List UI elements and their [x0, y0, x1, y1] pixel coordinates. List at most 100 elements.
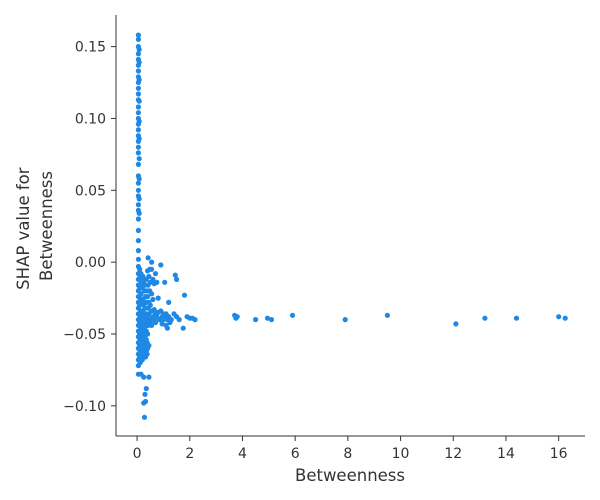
data-point — [150, 276, 156, 282]
data-point — [135, 238, 141, 244]
data-point — [140, 273, 146, 280]
y-axis-ticks: −0.10 −0.05 0.00 0.05 0.10 0.15 — [63, 40, 116, 415]
data-point — [154, 279, 160, 285]
data-point — [135, 256, 141, 262]
data-point — [146, 374, 152, 380]
data-point — [268, 317, 275, 323]
y-axis-title-line-2: Betweenness — [37, 171, 56, 281]
data-point — [150, 296, 156, 303]
data-point — [135, 32, 141, 38]
x-tick-label: 14 — [497, 446, 515, 462]
y-axis-title: SHAP value for Betweenness — [14, 162, 56, 290]
y-axis-title-line-1: SHAP value for — [14, 167, 33, 290]
data-point — [137, 266, 143, 272]
x-tick-label: 0 — [133, 446, 142, 462]
data-point — [253, 317, 259, 323]
x-tick-label: 16 — [550, 446, 568, 462]
data-point — [136, 156, 142, 162]
data-point — [151, 307, 157, 313]
x-tick-label: 10 — [392, 446, 410, 462]
data-point — [135, 180, 141, 186]
data-point — [142, 398, 149, 405]
x-tick-label: 8 — [343, 446, 352, 462]
data-point — [136, 59, 142, 65]
data-point — [135, 85, 141, 91]
data-point — [136, 77, 142, 83]
data-point — [135, 187, 141, 193]
data-point — [141, 374, 147, 380]
data-point — [135, 202, 141, 208]
data-point — [135, 36, 141, 43]
data-point — [562, 315, 568, 321]
data-point — [152, 319, 159, 326]
data-point — [342, 317, 348, 323]
data-point — [166, 299, 172, 305]
data-point — [135, 161, 141, 167]
data-point — [158, 262, 164, 268]
data-point — [136, 176, 142, 182]
data-point — [136, 210, 142, 216]
data-point — [149, 266, 155, 272]
y-tick-label: 0.00 — [75, 255, 106, 271]
y-tick-label: −0.10 — [63, 399, 106, 415]
data-point — [141, 414, 148, 420]
data-point — [180, 325, 186, 331]
data-point — [135, 110, 141, 116]
data-point — [159, 321, 165, 327]
data-point — [482, 315, 488, 321]
data-point — [289, 312, 296, 318]
x-axis-ticks: 0 2 4 6 8 10 12 14 16 — [133, 436, 568, 462]
data-point — [136, 118, 142, 124]
data-point — [174, 276, 180, 282]
data-point — [234, 314, 240, 320]
x-tick-label: 2 — [185, 446, 194, 462]
data-point — [145, 331, 151, 337]
x-tick-label: 6 — [291, 446, 300, 462]
y-tick-label: 0.10 — [75, 111, 106, 127]
data-point — [149, 291, 155, 297]
scatter-points — [135, 32, 568, 420]
data-point — [556, 314, 562, 320]
data-point — [264, 315, 271, 321]
data-point — [155, 295, 161, 301]
data-point — [135, 248, 141, 254]
data-point — [135, 216, 141, 222]
y-tick-label: 0.05 — [75, 183, 106, 199]
data-point — [144, 351, 150, 357]
data-point — [135, 150, 141, 156]
data-point — [135, 144, 141, 150]
data-point — [147, 302, 153, 308]
data-point — [135, 227, 141, 234]
data-point — [453, 321, 459, 327]
data-point — [135, 68, 141, 74]
x-axis-title: Betweenness — [295, 466, 405, 485]
y-tick-label: 0.15 — [75, 40, 106, 56]
data-point — [384, 312, 390, 318]
data-point — [138, 291, 144, 297]
data-point — [136, 136, 142, 142]
data-point — [145, 255, 151, 261]
data-point — [176, 317, 182, 323]
data-point — [172, 272, 178, 278]
y-tick-label: −0.05 — [63, 327, 106, 343]
data-point — [164, 325, 170, 331]
x-tick-label: 12 — [444, 446, 462, 462]
data-point — [168, 317, 174, 323]
data-point — [135, 104, 141, 110]
data-point — [135, 91, 141, 97]
data-point — [143, 386, 149, 392]
data-point — [136, 196, 142, 202]
data-point — [146, 342, 152, 349]
data-point — [135, 127, 141, 133]
data-point — [136, 98, 142, 104]
data-point — [145, 294, 151, 300]
data-point — [181, 292, 188, 298]
data-point — [162, 279, 168, 285]
data-point — [192, 317, 198, 323]
data-point — [136, 46, 142, 53]
data-point — [142, 391, 148, 397]
data-point — [149, 259, 155, 265]
data-point — [149, 322, 155, 328]
data-point — [513, 315, 520, 321]
